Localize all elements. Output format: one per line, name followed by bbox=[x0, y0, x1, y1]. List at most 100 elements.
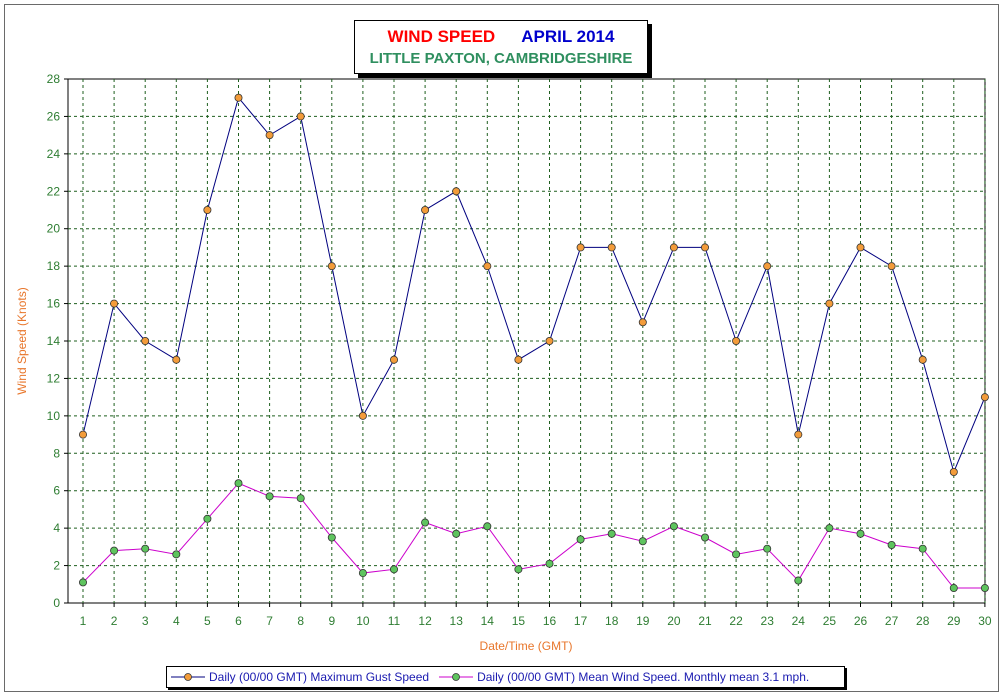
series-0-point bbox=[918, 355, 927, 364]
series-1-point bbox=[701, 533, 710, 542]
series-1-point bbox=[576, 535, 585, 544]
series-1-point bbox=[358, 569, 367, 578]
x-tick-label: 23 bbox=[761, 614, 775, 628]
series-0-point bbox=[763, 262, 772, 271]
series-1-point bbox=[669, 522, 678, 531]
legend-item-gust: Daily (00/00 GMT) Maximum Gust Speed bbox=[167, 670, 429, 684]
series-0-point bbox=[452, 187, 461, 196]
x-tick-label: 4 bbox=[173, 614, 180, 628]
x-tick-label: 10 bbox=[356, 614, 370, 628]
x-axis-title: Date/Time (GMT) bbox=[480, 639, 573, 653]
series-1-point bbox=[327, 533, 336, 542]
series-0-point bbox=[576, 243, 585, 252]
series-1-point bbox=[234, 479, 243, 488]
series-0-point bbox=[296, 112, 305, 121]
x-tick-label: 28 bbox=[916, 614, 930, 628]
series-1-point bbox=[607, 529, 616, 538]
grid-layer bbox=[64, 78, 986, 607]
x-tick-label: 16 bbox=[543, 614, 557, 628]
legend-gust-label: Daily (00/00 GMT) Maximum Gust Speed bbox=[209, 670, 430, 684]
legend-mean-label: Daily (00/00 GMT) Mean Wind Speed. Month… bbox=[477, 670, 810, 684]
series-1-point bbox=[389, 565, 398, 574]
series-0-point bbox=[607, 243, 616, 252]
legend: Daily (00/00 GMT) Maximum Gust Speed Dai… bbox=[166, 666, 845, 688]
y-tick-label: 4 bbox=[53, 521, 60, 535]
series-1-point bbox=[483, 522, 492, 531]
x-tick-label: 26 bbox=[854, 614, 868, 628]
x-tick-label: 3 bbox=[142, 614, 149, 628]
series-1-point bbox=[638, 537, 647, 546]
series-1-point bbox=[203, 514, 212, 523]
x-tick-label: 27 bbox=[885, 614, 899, 628]
x-tick-label: 17 bbox=[574, 614, 588, 628]
y-tick-label: 14 bbox=[47, 334, 61, 348]
x-tick-label: 5 bbox=[204, 614, 211, 628]
y-tick-label: 26 bbox=[47, 109, 61, 123]
chart-title-date: APRIL 2014 bbox=[521, 27, 615, 46]
x-tick-label: 6 bbox=[235, 614, 242, 628]
series-0-point bbox=[265, 131, 274, 140]
series-0-point bbox=[701, 243, 710, 252]
series-0-point bbox=[825, 299, 834, 308]
series-1-point bbox=[79, 578, 88, 587]
y-tick-label: 12 bbox=[47, 371, 61, 385]
x-tick-label: 14 bbox=[481, 614, 495, 628]
series-0-point bbox=[327, 262, 336, 271]
y-tick-label: 8 bbox=[53, 446, 60, 460]
series-0-point bbox=[887, 262, 896, 271]
series-0-point bbox=[79, 430, 88, 439]
series-1-point bbox=[980, 584, 989, 593]
x-tick-label: 29 bbox=[947, 614, 961, 628]
series-1-point bbox=[949, 584, 958, 593]
series-1-point bbox=[856, 529, 865, 538]
x-tick-label: 8 bbox=[297, 614, 304, 628]
series-1-point bbox=[421, 518, 430, 527]
legend-gust-marker-icon bbox=[171, 671, 205, 683]
x-tick-label: 30 bbox=[978, 614, 992, 628]
x-tick-label: 11 bbox=[388, 614, 401, 628]
series-1-point bbox=[110, 546, 119, 555]
series-0-point bbox=[949, 467, 958, 476]
series-0-point bbox=[732, 336, 741, 345]
legend-mean-marker-icon bbox=[439, 671, 474, 683]
series-0-point bbox=[141, 336, 150, 345]
series-0-point bbox=[545, 336, 554, 345]
chart-title: WIND SPEED bbox=[387, 27, 496, 46]
x-tick-label: 20 bbox=[667, 614, 681, 628]
chart-title-box: WIND SPEED APRIL 2014 LITTLE PAXTON, CAMB… bbox=[354, 20, 648, 74]
y-tick-label: 6 bbox=[53, 484, 60, 498]
x-tick-label: 9 bbox=[328, 614, 335, 628]
x-tick-label: 13 bbox=[450, 614, 464, 628]
chart-subtitle: LITTLE PAXTON, CAMBRIDGESHIRE bbox=[369, 50, 633, 67]
series-0-point bbox=[980, 393, 989, 402]
x-tick-label: 1 bbox=[80, 614, 87, 628]
y-tick-label: 10 bbox=[47, 409, 61, 423]
x-tick-label: 19 bbox=[636, 614, 650, 628]
series-1-point bbox=[296, 494, 305, 503]
x-tick-label: 7 bbox=[266, 614, 273, 628]
y-tick-label: 2 bbox=[53, 559, 60, 573]
series-0-point bbox=[514, 355, 523, 364]
chart-frame bbox=[4, 4, 999, 692]
series-0-point bbox=[638, 318, 647, 327]
series-1-point bbox=[265, 492, 274, 501]
series-0-point bbox=[421, 205, 430, 214]
y-tick-label: 16 bbox=[47, 297, 61, 311]
series-0-point bbox=[794, 430, 803, 439]
y-axis-title: Wind Speed (Knots) bbox=[15, 287, 29, 394]
series-0-point bbox=[856, 243, 865, 252]
x-tick-label: 22 bbox=[729, 614, 743, 628]
series-0-point bbox=[110, 299, 119, 308]
series-1-point bbox=[887, 540, 896, 549]
series-0-point bbox=[203, 205, 212, 214]
x-tick-label: 18 bbox=[605, 614, 619, 628]
x-tick-label: 12 bbox=[418, 614, 432, 628]
series-1-point bbox=[452, 529, 461, 538]
legend-item-mean: Daily (00/00 GMT) Mean Wind Speed. Month… bbox=[435, 670, 809, 684]
series-1-point bbox=[545, 559, 554, 568]
series-1-point bbox=[918, 544, 927, 553]
series-0-point bbox=[389, 355, 398, 364]
y-tick-label: 18 bbox=[47, 259, 61, 273]
